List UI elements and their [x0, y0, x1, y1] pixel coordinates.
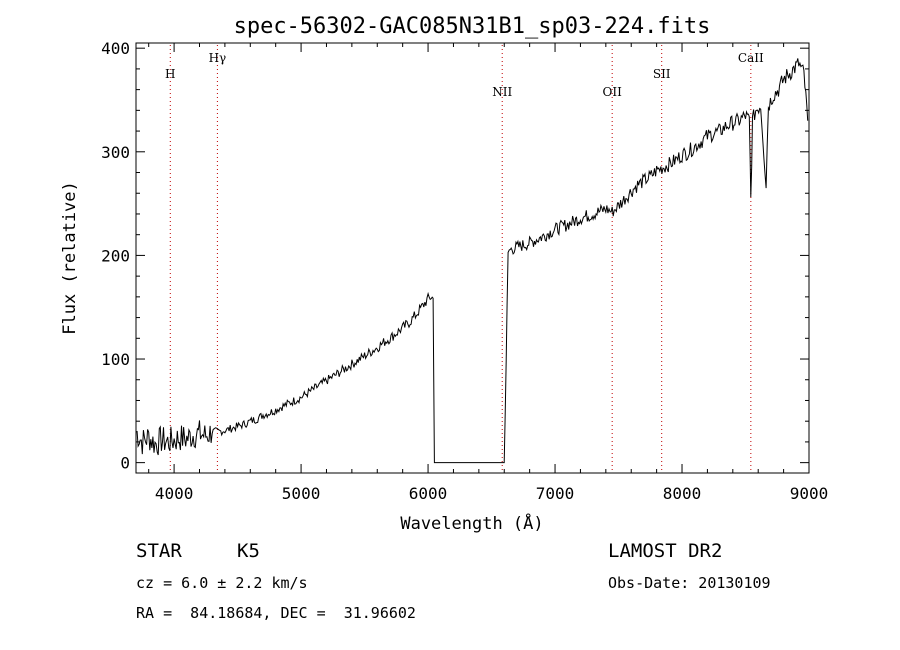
chart-title: spec-56302-GAC085N31B1_sp03-224.fits	[234, 14, 711, 39]
spectral-line-label: Hγ	[209, 51, 227, 65]
coordinates-label: RA = 84.18684, DEC = 31.96602	[136, 604, 416, 622]
spectral-subclass-label: K5	[237, 540, 260, 562]
x-tick-label: 8000	[663, 484, 702, 503]
spectral-line-label: CaII	[738, 51, 764, 65]
spectral-line-label: OII	[603, 85, 623, 99]
y-tick-label: 400	[101, 39, 130, 58]
x-tick-label: 4000	[155, 484, 194, 503]
x-tick-label: 5000	[282, 484, 321, 503]
x-tick-label: 7000	[536, 484, 575, 503]
y-tick-label: 200	[101, 246, 130, 265]
spectrum-series-line	[135, 58, 809, 464]
survey-label: LAMOST DR2	[608, 540, 723, 562]
redshift-label: cz = 6.0 ± 2.2 km/s	[136, 574, 308, 592]
y-axis-label: Flux (relative)	[60, 181, 80, 335]
plot-frame	[135, 42, 810, 474]
y-tick-label: 0	[120, 454, 130, 473]
spectral-line-markers: H Hγ NII OII SII CaII	[165, 45, 764, 473]
x-axis-label: Wavelength (Å)	[400, 512, 543, 534]
y-axis: 0 100 200 300 400	[101, 39, 809, 473]
obs-date-label: Obs-Date: 20130109	[608, 574, 771, 592]
y-tick-label: 300	[101, 143, 130, 162]
spectral-line-label: H	[165, 67, 175, 81]
x-tick-label: 9000	[790, 484, 829, 503]
x-axis: 4000 5000 6000 7000 8000 9000	[148, 43, 829, 503]
spectral-line-label: SII	[653, 67, 671, 81]
spectral-line-label: NII	[492, 85, 512, 99]
y-tick-label: 100	[101, 350, 130, 369]
x-tick-label: 6000	[409, 484, 448, 503]
object-type-label: STAR	[136, 540, 182, 562]
